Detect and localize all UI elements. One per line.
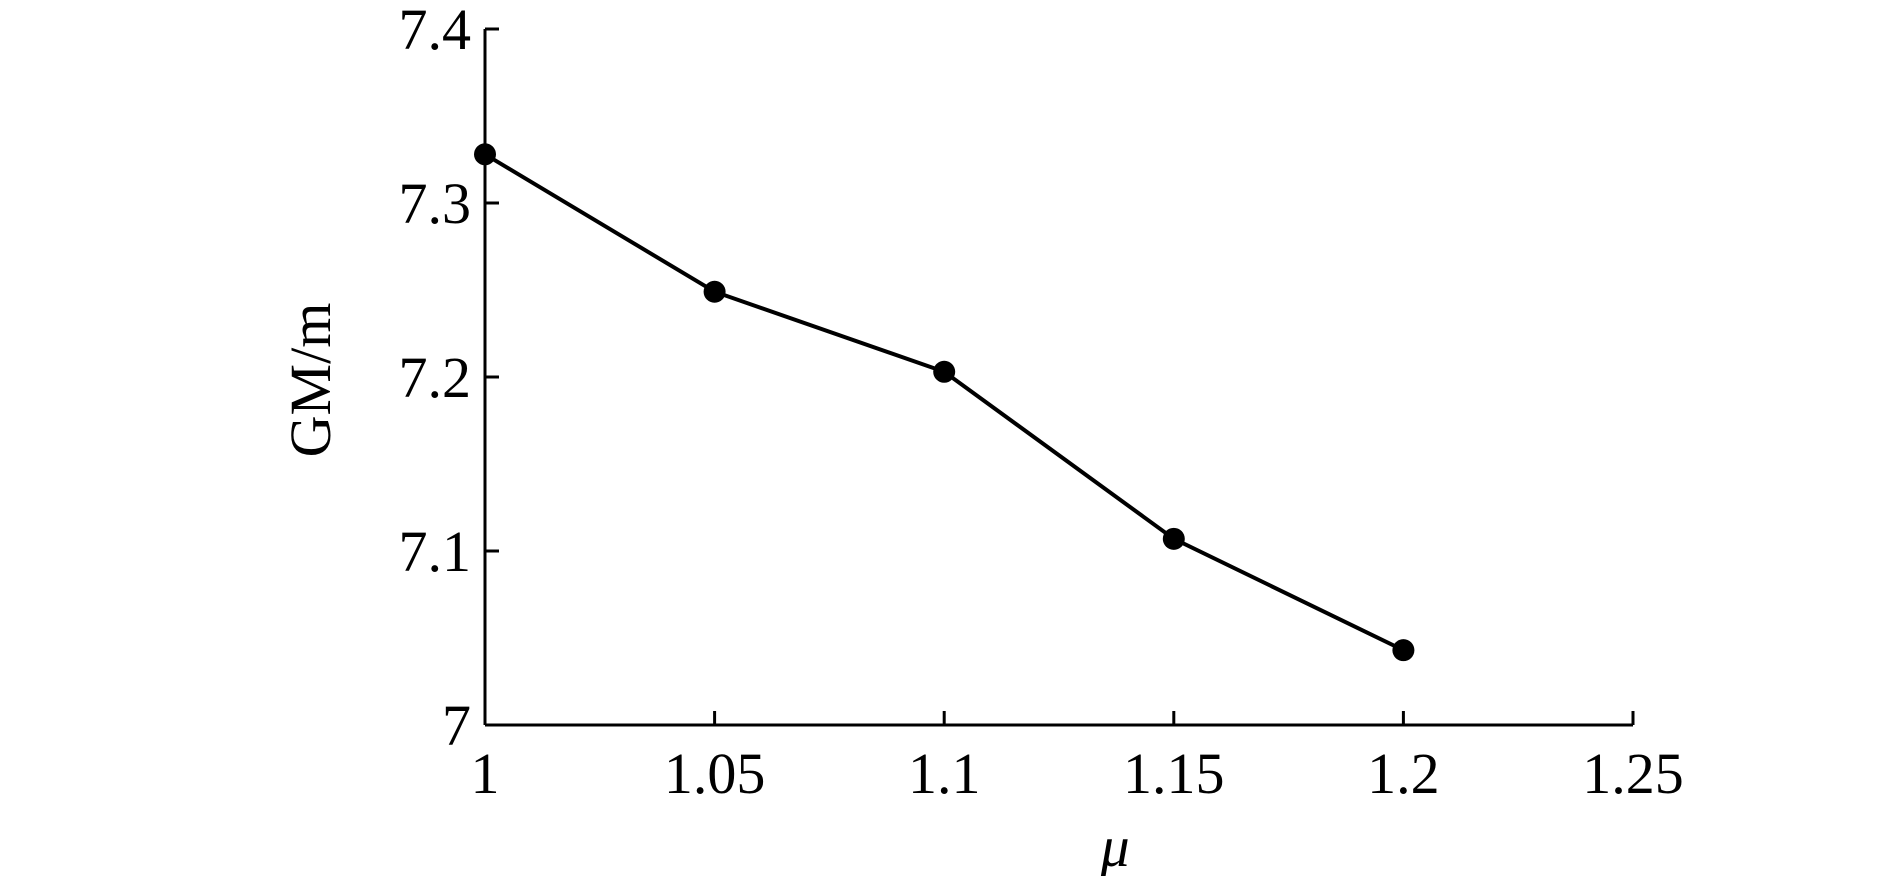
data-point	[1392, 639, 1415, 662]
y-tick-label: 7.3	[399, 171, 472, 236]
x-tick-label: 1.15	[1123, 741, 1225, 806]
data-point	[1162, 527, 1185, 550]
y-tick-label: 7.4	[399, 0, 472, 62]
x-axis-label: μ	[1099, 814, 1129, 876]
x-tick-label: 1.25	[1582, 741, 1684, 806]
y-tick-label: 7	[442, 693, 471, 758]
x-tick-label: 1.2	[1367, 741, 1440, 806]
data-point	[703, 280, 726, 303]
y-tick-label: 7.1	[399, 519, 472, 584]
x-tick-label: 1	[471, 741, 500, 806]
y-axis-label: GM/m	[278, 303, 343, 458]
data-point	[933, 360, 956, 383]
data-line	[483, 152, 1405, 652]
data-point	[474, 143, 496, 166]
x-tick-label: 1.05	[664, 741, 766, 806]
y-tick-label: 7.2	[399, 345, 472, 410]
x-tick-label: 1.1	[908, 741, 981, 806]
